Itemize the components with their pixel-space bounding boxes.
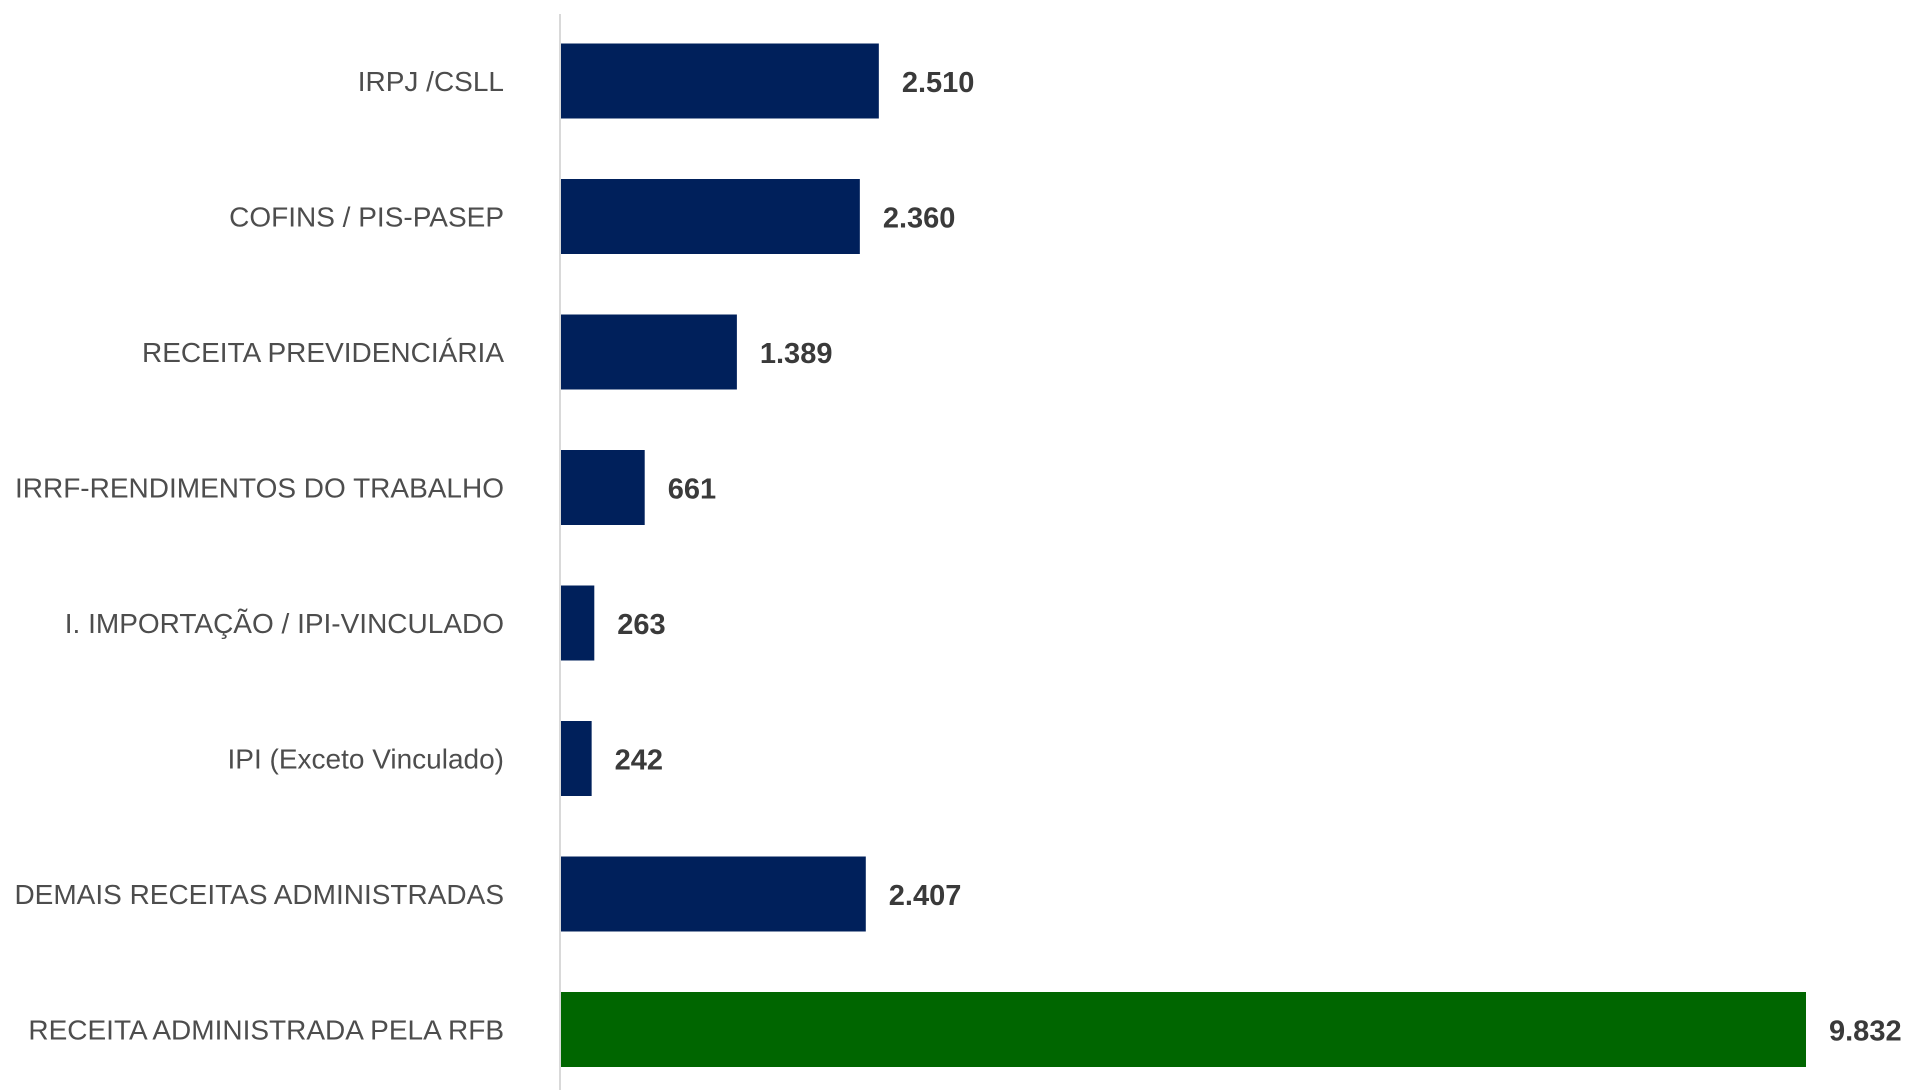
bar-2 (561, 314, 737, 390)
value-label: 242 (615, 745, 663, 777)
category-label: RECEITA PREVIDENCIÁRIA (142, 337, 504, 368)
category-label: COFINS / PIS-PASEP (229, 202, 504, 233)
category-label: IRPJ /CSLL (358, 66, 504, 97)
bar-3 (561, 450, 645, 525)
bars-layer (561, 43, 1806, 1067)
value-label: 1.389 (760, 338, 833, 370)
bar-6 (561, 856, 866, 932)
value-label: 661 (668, 474, 716, 506)
value-label: 2.360 (883, 203, 956, 235)
bar-5 (561, 721, 592, 796)
value-label: 9.832 (1829, 1016, 1902, 1048)
bar-1 (561, 179, 860, 254)
category-label: IPI (Exceto Vinculado) (227, 744, 504, 775)
category-label: RECEITA ADMINISTRADA PELA RFB (28, 1015, 504, 1046)
category-label: IRRF-RENDIMENTOS DO TRABALHO (15, 473, 504, 504)
bar-7 (561, 992, 1806, 1067)
value-label: 263 (617, 609, 665, 641)
labels-layer: IRPJ /CSLL 2.510 COFINS / PIS-PASEP 2.360 RE… (14, 66, 1901, 1048)
category-label: I. IMPORTAÇÃO / IPI-VINCULADO (65, 608, 504, 639)
category-label: DEMAIS RECEITAS ADMINISTRADAS (14, 879, 504, 910)
value-label: 2.407 (889, 880, 962, 912)
bar-0 (561, 43, 879, 119)
value-label: 2.510 (902, 67, 975, 99)
bar-4 (561, 585, 595, 661)
